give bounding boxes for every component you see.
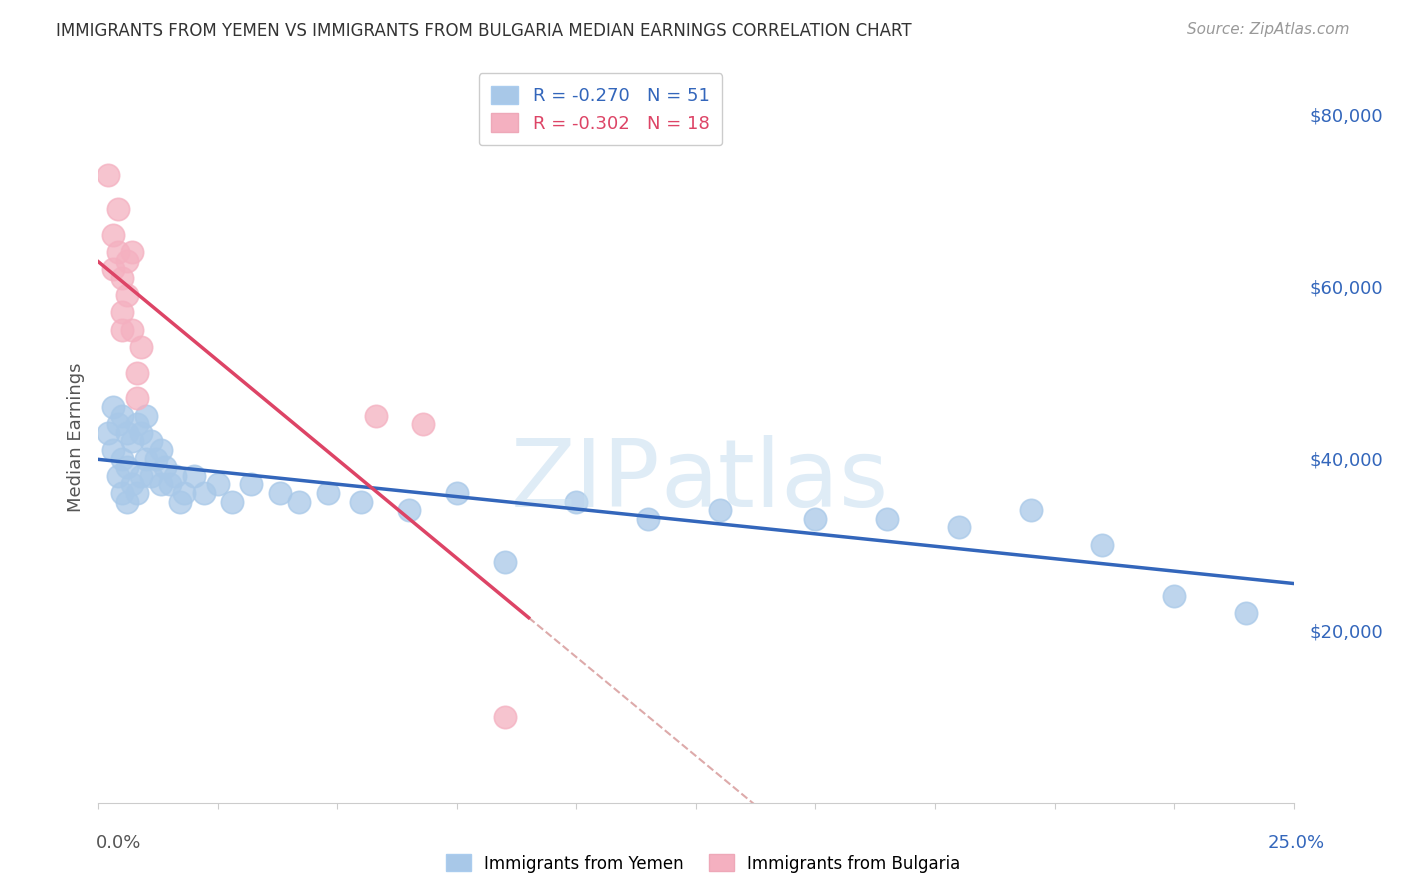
Point xyxy=(173,486,195,500)
Point xyxy=(412,417,434,432)
Point xyxy=(121,245,143,260)
Point xyxy=(364,409,387,423)
Point xyxy=(350,494,373,508)
Point xyxy=(494,710,516,724)
Text: 0.0%: 0.0% xyxy=(96,834,141,852)
Point xyxy=(149,442,172,457)
Point xyxy=(111,322,134,336)
Point xyxy=(169,494,191,508)
Point xyxy=(240,477,263,491)
Point xyxy=(101,442,124,457)
Point xyxy=(565,494,588,508)
Text: Source: ZipAtlas.com: Source: ZipAtlas.com xyxy=(1187,22,1350,37)
Point xyxy=(107,468,129,483)
Point xyxy=(121,322,143,336)
Point xyxy=(207,477,229,491)
Point xyxy=(125,486,148,500)
Point xyxy=(193,486,215,500)
Text: 25.0%: 25.0% xyxy=(1267,834,1324,852)
Point xyxy=(131,340,153,354)
Legend: Immigrants from Yemen, Immigrants from Bulgaria: Immigrants from Yemen, Immigrants from B… xyxy=(439,847,967,880)
Point xyxy=(101,400,124,414)
Point xyxy=(97,425,120,440)
Point xyxy=(446,486,468,500)
Point xyxy=(1234,607,1257,621)
Point xyxy=(149,477,172,491)
Point xyxy=(97,168,120,182)
Point xyxy=(115,253,138,268)
Point xyxy=(288,494,311,508)
Point xyxy=(131,425,153,440)
Point xyxy=(111,305,134,319)
Point xyxy=(316,486,339,500)
Point xyxy=(221,494,243,508)
Text: IMMIGRANTS FROM YEMEN VS IMMIGRANTS FROM BULGARIA MEDIAN EARNINGS CORRELATION CH: IMMIGRANTS FROM YEMEN VS IMMIGRANTS FROM… xyxy=(56,22,912,40)
Point xyxy=(115,460,138,475)
Point xyxy=(494,555,516,569)
Point xyxy=(1091,538,1114,552)
Point xyxy=(115,494,138,508)
Point xyxy=(159,477,181,491)
Point xyxy=(131,468,153,483)
Point xyxy=(107,245,129,260)
Point xyxy=(139,468,162,483)
Text: ZIP: ZIP xyxy=(510,435,661,527)
Point xyxy=(125,392,148,406)
Point xyxy=(948,520,970,534)
Point xyxy=(139,434,162,449)
Point xyxy=(111,409,134,423)
Point xyxy=(145,451,167,466)
Point xyxy=(111,451,134,466)
Legend: R = -0.270   N = 51, R = -0.302   N = 18: R = -0.270 N = 51, R = -0.302 N = 18 xyxy=(478,73,723,145)
Point xyxy=(135,451,157,466)
Point xyxy=(125,366,148,380)
Point xyxy=(183,468,205,483)
Point xyxy=(709,503,731,517)
Point xyxy=(155,460,177,475)
Point xyxy=(121,477,143,491)
Point xyxy=(111,486,134,500)
Point xyxy=(135,409,157,423)
Point xyxy=(115,425,138,440)
Point xyxy=(101,227,124,242)
Point xyxy=(398,503,420,517)
Point xyxy=(1163,589,1185,603)
Point xyxy=(125,417,148,432)
Y-axis label: Median Earnings: Median Earnings xyxy=(66,362,84,512)
Point xyxy=(111,271,134,285)
Text: atlas: atlas xyxy=(661,435,889,527)
Point xyxy=(804,512,827,526)
Point xyxy=(121,434,143,449)
Point xyxy=(107,417,129,432)
Point xyxy=(107,202,129,216)
Point xyxy=(876,512,898,526)
Point xyxy=(269,486,291,500)
Point xyxy=(637,512,659,526)
Point xyxy=(1019,503,1042,517)
Point xyxy=(101,262,124,277)
Point xyxy=(163,468,186,483)
Point xyxy=(115,288,138,302)
